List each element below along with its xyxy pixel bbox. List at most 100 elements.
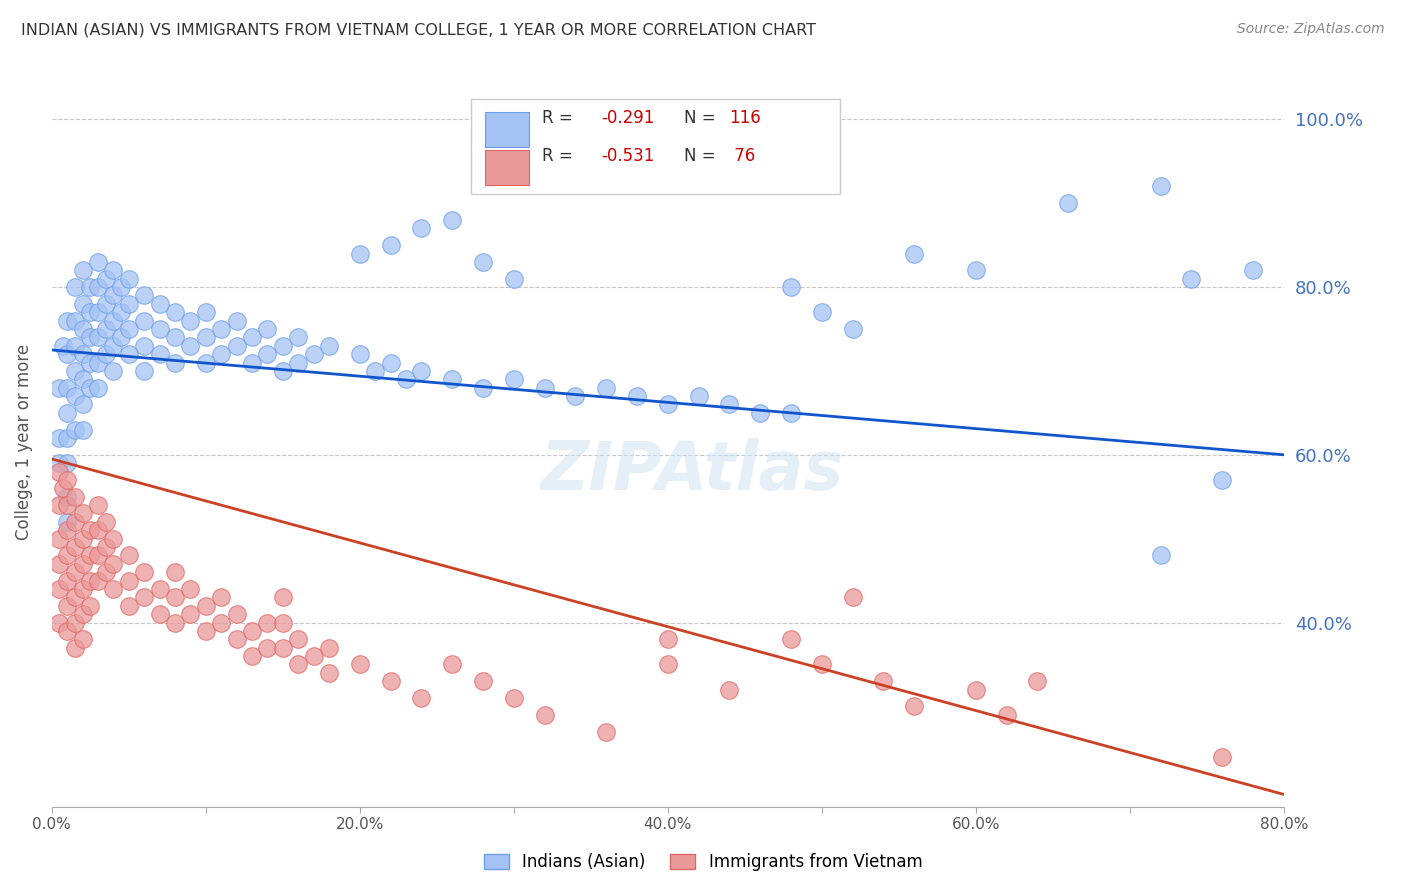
Point (63, 640, 86, 655)
Point (87, 498, 110, 512)
Point (110, 280, 132, 294)
Point (63, 339, 86, 353)
Point (148, 582, 170, 596)
Point (411, 690, 433, 705)
Point (79, 574, 101, 588)
Point (87, 549, 110, 563)
Point (94, 540, 117, 554)
Point (148, 322, 170, 336)
Point (56, 347, 79, 361)
Point (1149, 549, 1171, 563)
Point (995, 707, 1018, 722)
Point (72, 322, 94, 336)
Point (872, 674, 894, 689)
Point (56, 523, 79, 537)
Point (163, 355, 186, 369)
Point (134, 288, 156, 302)
Point (48, 381, 70, 395)
Point (118, 297, 141, 311)
Point (380, 238, 402, 252)
Point (72, 347, 94, 361)
Point (349, 347, 371, 361)
Point (63, 364, 86, 378)
Point (302, 648, 325, 663)
Point (56, 473, 79, 487)
Point (841, 591, 863, 605)
Point (657, 657, 679, 672)
Point (134, 364, 156, 378)
Point (72, 557, 94, 571)
Text: N =: N = (683, 147, 721, 165)
Point (63, 515, 86, 529)
Point (657, 632, 679, 647)
Point (287, 657, 309, 672)
Point (395, 372, 418, 386)
Point (48, 532, 70, 546)
Point (256, 640, 278, 655)
Text: Source: ZipAtlas.com: Source: ZipAtlas.com (1237, 22, 1385, 37)
Point (63, 591, 86, 605)
Point (595, 724, 617, 739)
Point (965, 682, 987, 697)
Point (441, 213, 464, 227)
Point (56, 431, 79, 445)
Point (103, 364, 125, 378)
Point (63, 490, 86, 504)
Point (103, 557, 125, 571)
Point (749, 406, 772, 420)
Point (441, 372, 464, 386)
Point (134, 565, 156, 579)
Point (179, 582, 201, 596)
Point (48, 431, 70, 445)
Point (718, 397, 741, 411)
Point (271, 364, 294, 378)
Point (72, 297, 94, 311)
Legend: Indians (Asian), Immigrants from Vietnam: Indians (Asian), Immigrants from Vietnam (475, 845, 931, 880)
Point (110, 305, 132, 319)
Point (718, 682, 741, 697)
Point (103, 288, 125, 302)
Point (94, 515, 117, 529)
Text: 76: 76 (730, 147, 755, 165)
Point (1057, 196, 1080, 211)
Point (87, 355, 110, 369)
Point (1211, 749, 1233, 764)
Point (533, 381, 555, 395)
FancyBboxPatch shape (485, 151, 529, 186)
Point (87, 330, 110, 344)
Point (87, 305, 110, 319)
Point (240, 648, 263, 663)
Point (56, 498, 79, 512)
Point (318, 640, 340, 655)
Point (56, 599, 79, 613)
Point (63, 615, 86, 630)
Point (194, 330, 217, 344)
Point (63, 565, 86, 579)
Point (841, 322, 863, 336)
Point (79, 305, 101, 319)
Point (225, 632, 247, 647)
Point (240, 330, 263, 344)
Point (72, 423, 94, 437)
Point (471, 674, 494, 689)
Point (134, 591, 156, 605)
Point (225, 339, 247, 353)
Point (48, 557, 70, 571)
Text: -0.291: -0.291 (602, 109, 655, 127)
Point (118, 574, 141, 588)
Point (256, 347, 278, 361)
Text: -0.531: -0.531 (602, 147, 655, 165)
Point (810, 305, 832, 319)
Point (118, 322, 141, 336)
Point (48, 582, 70, 596)
Point (209, 615, 232, 630)
Point (271, 640, 294, 655)
Point (56, 381, 79, 395)
Point (94, 565, 117, 579)
Point (240, 624, 263, 638)
Point (209, 591, 232, 605)
Point (48, 615, 70, 630)
Text: N =: N = (683, 109, 721, 127)
Point (271, 591, 294, 605)
Point (56, 456, 79, 470)
